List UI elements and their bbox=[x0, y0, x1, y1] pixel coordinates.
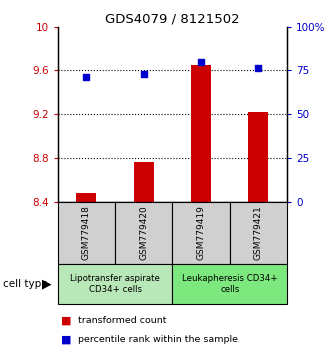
Text: percentile rank within the sample: percentile rank within the sample bbox=[78, 335, 238, 344]
Bar bbox=[58, 264, 172, 304]
Bar bbox=[172, 202, 230, 264]
Bar bbox=[172, 264, 287, 304]
Text: GSM779418: GSM779418 bbox=[82, 205, 91, 260]
Text: Lipotransfer aspirate
CD34+ cells: Lipotransfer aspirate CD34+ cells bbox=[70, 274, 160, 294]
Point bbox=[84, 74, 89, 80]
Text: transformed count: transformed count bbox=[78, 316, 166, 325]
Text: GSM779420: GSM779420 bbox=[139, 205, 148, 260]
Title: GDS4079 / 8121502: GDS4079 / 8121502 bbox=[105, 12, 240, 25]
Text: GSM779421: GSM779421 bbox=[254, 205, 263, 260]
Bar bbox=[191, 65, 211, 202]
Bar bbox=[230, 202, 287, 264]
Bar bbox=[115, 202, 172, 264]
Text: ■: ■ bbox=[61, 335, 72, 345]
Bar bbox=[76, 193, 96, 202]
Text: cell type: cell type bbox=[3, 279, 48, 289]
Text: ■: ■ bbox=[61, 315, 72, 325]
Bar bbox=[134, 162, 154, 202]
Text: Leukapheresis CD34+
cells: Leukapheresis CD34+ cells bbox=[182, 274, 278, 294]
Text: ▶: ▶ bbox=[42, 278, 51, 291]
Text: GSM779419: GSM779419 bbox=[197, 205, 206, 260]
Point bbox=[256, 65, 261, 71]
Point bbox=[198, 59, 204, 64]
Bar bbox=[248, 112, 269, 202]
Point bbox=[141, 71, 147, 76]
Bar bbox=[58, 202, 115, 264]
